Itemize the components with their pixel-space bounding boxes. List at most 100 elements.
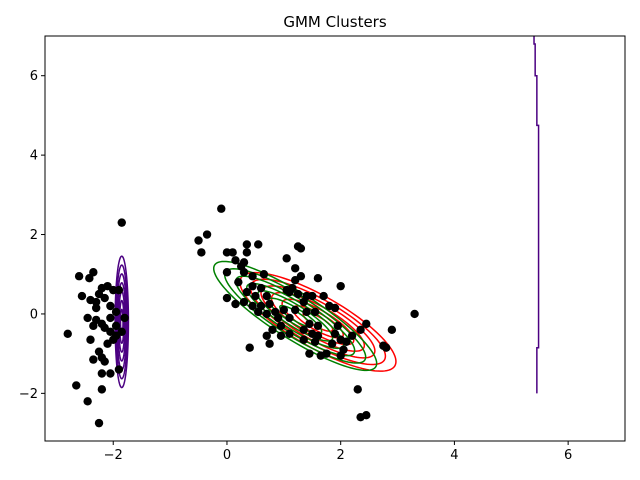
data-point-23: [117, 327, 126, 337]
data-point-94: [305, 319, 314, 329]
data-point-4: [77, 291, 87, 301]
data-point-43: [202, 230, 212, 239]
data-point-125: [285, 287, 294, 297]
y-tick-label-3: 4: [30, 149, 38, 164]
boundary-line: [533, 36, 540, 394]
data-point-77: [276, 331, 286, 340]
data-point-83: [291, 264, 300, 273]
data-point-95: [299, 325, 308, 335]
data-point-57: [248, 281, 257, 291]
data-point-102: [313, 274, 323, 283]
data-point-78: [285, 329, 294, 338]
data-point-122: [381, 343, 391, 352]
data-point-53: [222, 268, 232, 277]
x-tick-label-0: −2: [104, 448, 123, 463]
data-point-114: [313, 321, 323, 331]
data-point-41: [111, 321, 121, 331]
data-point-50: [242, 248, 252, 257]
data-point-108: [330, 329, 340, 338]
data-point-73: [285, 313, 294, 323]
data-point-129: [313, 331, 323, 340]
data-point-58: [256, 283, 266, 293]
data-point-68: [254, 307, 263, 317]
data-point-118: [353, 385, 362, 394]
data-point-63: [231, 299, 240, 309]
data-point-89: [293, 289, 303, 299]
data-point-115: [347, 331, 357, 340]
data-point-1: [74, 272, 84, 281]
data-point-27: [86, 335, 95, 344]
data-point-91: [291, 305, 300, 315]
data-point-106: [330, 303, 340, 313]
data-point-55: [248, 272, 257, 281]
contour-2-3: [117, 282, 127, 362]
data-point-51: [231, 256, 240, 265]
data-point-16: [83, 313, 92, 323]
y-tick-label-1: 0: [30, 307, 38, 322]
data-point-45: [197, 248, 206, 257]
data-point-99: [305, 349, 314, 358]
data-point-72: [273, 313, 283, 323]
data-point-19: [89, 321, 98, 331]
x-tick-label-4: 6: [564, 448, 572, 463]
plot-frame: [44, 35, 626, 442]
data-point-67: [265, 299, 274, 309]
data-point-123: [387, 325, 397, 335]
data-point-14: [106, 301, 115, 311]
data-point-80: [245, 343, 254, 352]
data-point-6: [91, 297, 101, 307]
data-point-2: [89, 268, 98, 277]
data-point-130: [342, 337, 351, 346]
axis-ticks: −2 0 2 4 6 −2 0 2 4 6: [19, 69, 572, 463]
data-point-34: [97, 369, 107, 378]
chart-title: GMM Clusters: [283, 13, 387, 31]
data-point-65: [248, 301, 257, 311]
data-point-60: [251, 291, 260, 301]
data-point-107: [336, 281, 345, 291]
data-point-64: [239, 297, 249, 307]
data-point-3: [85, 274, 94, 283]
data-point-61: [262, 291, 271, 301]
data-point-127: [259, 270, 269, 279]
data-point-69: [262, 309, 271, 319]
contour-2-2: [117, 290, 126, 353]
plot-content: [63, 36, 540, 428]
data-point-31: [100, 357, 109, 366]
data-point-75: [268, 325, 277, 335]
data-point-39: [63, 329, 72, 338]
data-point-128: [236, 262, 246, 271]
data-point-13: [91, 303, 101, 313]
data-point-101: [322, 349, 331, 358]
data-point-93: [310, 307, 320, 317]
data-point-97: [299, 335, 308, 344]
data-point-86: [282, 254, 291, 263]
data-point-35: [97, 385, 107, 394]
y-tick-label-2: 2: [30, 228, 38, 243]
data-point-30: [89, 355, 98, 364]
data-point-42: [217, 204, 226, 213]
data-point-113: [333, 321, 343, 331]
data-point-126: [302, 291, 311, 301]
data-point-47: [254, 240, 263, 249]
data-point-92: [302, 307, 311, 317]
y-tick-label-4: 6: [30, 69, 38, 84]
x-tick-label-3: 4: [450, 448, 458, 463]
data-point-120: [362, 410, 371, 420]
data-point-24: [120, 313, 129, 323]
data-point-59: [242, 287, 252, 297]
data-point-15: [111, 307, 121, 317]
data-point-38: [94, 418, 104, 428]
data-point-85: [291, 275, 300, 285]
data-point-56: [234, 277, 243, 287]
data-point-71: [279, 305, 289, 315]
data-point-10: [114, 285, 124, 295]
data-point-0: [117, 218, 126, 227]
data-point-33: [106, 369, 115, 378]
data-point-49: [228, 248, 237, 257]
x-tick-label-2: 2: [337, 448, 345, 463]
x-tick-label-1: 0: [223, 448, 231, 463]
data-point-124: [410, 309, 419, 319]
data-point-74: [276, 321, 286, 331]
